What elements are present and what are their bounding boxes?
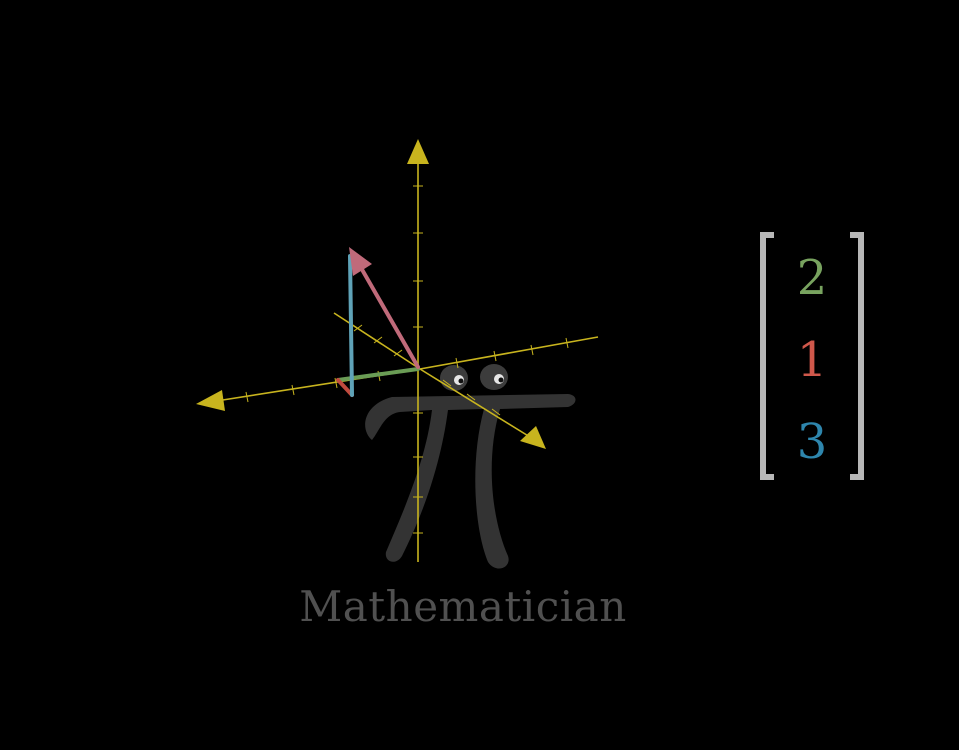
z-axis-arrowhead — [407, 139, 429, 164]
column-vector-matrix: 2 1 3 — [760, 232, 864, 484]
x-axis-front — [419, 368, 531, 438]
resultant-vector-arrowhead — [349, 247, 372, 276]
pi-creature-caption: Mathematician — [299, 582, 627, 631]
pi-creature-eyes — [440, 364, 508, 391]
axis-ticks — [245, 185, 569, 534]
y-axis-back — [419, 336, 599, 370]
x-axis-arrowhead — [520, 426, 546, 449]
pi-creature-icon — [365, 364, 576, 569]
pi-creature-body — [365, 394, 576, 569]
resultant-vector — [349, 247, 420, 369]
component-vectors — [336, 254, 420, 397]
axis-arrowheads — [196, 139, 546, 449]
left-bracket — [760, 232, 774, 480]
vector-entry-x: 2 — [796, 250, 828, 306]
z-component-line — [348, 254, 354, 397]
right-bracket — [850, 232, 864, 480]
coordinate-axes — [209, 150, 599, 562]
vector-entry-y: 1 — [796, 332, 828, 388]
y-axis-arrowhead — [196, 390, 225, 411]
vector-entry-z: 3 — [796, 414, 828, 470]
y-component-line — [336, 378, 354, 397]
